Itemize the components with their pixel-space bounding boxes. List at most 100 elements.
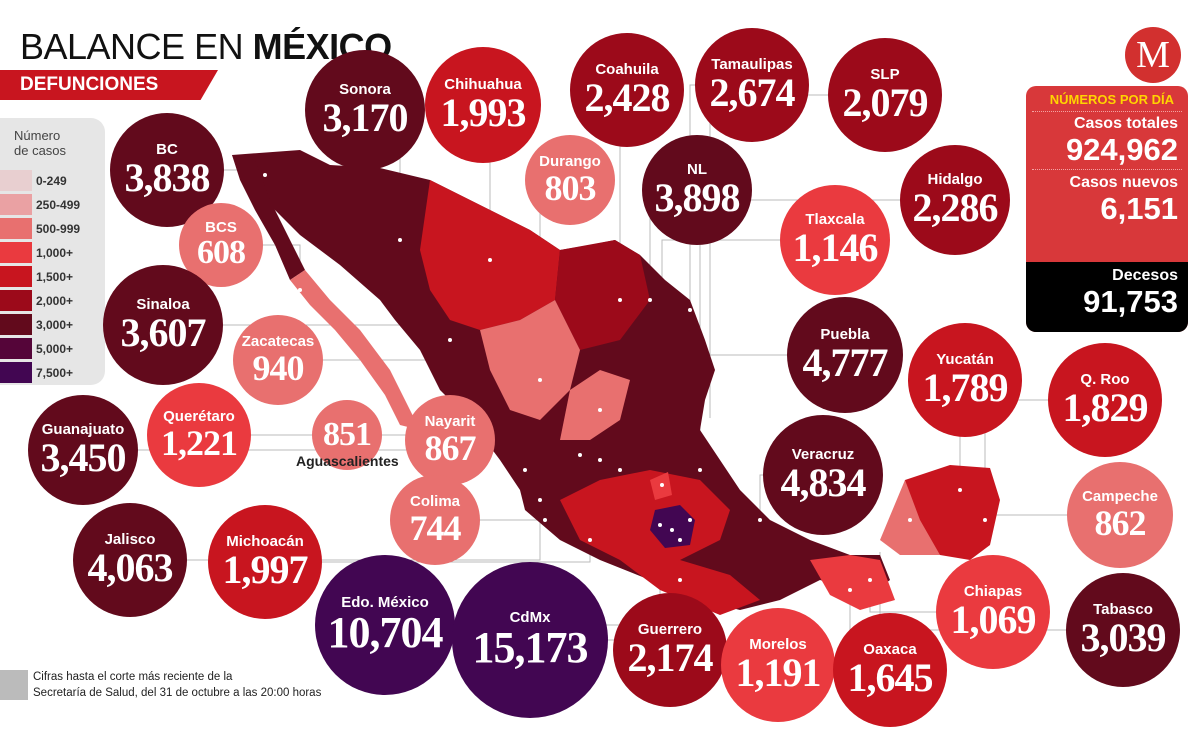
state-deaths: 1,789: [922, 365, 1009, 410]
state-deaths: 1,069: [950, 597, 1037, 642]
state-deaths: 3,838: [124, 155, 211, 200]
state-deaths: 1,829: [1062, 385, 1149, 430]
state-bubble: Guerrero 2,174: [613, 593, 727, 707]
state-bubble: Hidalgo 2,286: [900, 145, 1010, 255]
state-deaths: 851: [323, 416, 372, 453]
state-name: Zacatecas: [241, 333, 315, 350]
state-name: BC: [156, 141, 178, 158]
state-name: Hidalgo: [927, 171, 983, 188]
state-name: Sonora: [339, 81, 391, 98]
legend-item: 2,000+: [0, 290, 73, 311]
state-bubble: Jalisco 4,063: [73, 503, 187, 617]
state-name: CdMx: [509, 609, 551, 626]
state-name: Oaxaca: [863, 641, 917, 658]
map-durango: [480, 300, 580, 420]
state-name: Guerrero: [637, 621, 703, 638]
state-name: Yucatán: [936, 351, 994, 368]
legend: Número de casos 0-249 250-499 500-999 1,000+…: [0, 118, 105, 385]
map-chihuahua: [420, 180, 560, 330]
state-marker: [618, 298, 622, 302]
map-zacatecas: [560, 370, 630, 440]
map-guerrero: [620, 560, 760, 615]
state-deaths: 3,450: [40, 435, 127, 480]
state-deaths: 3,607: [120, 310, 207, 355]
legend-swatch: [0, 194, 32, 215]
state-name: Tamaulipas: [711, 56, 793, 73]
state-bubble: Tamaulipas 2,674: [695, 28, 809, 142]
legend-swatch: [0, 338, 32, 359]
state-marker: [688, 308, 692, 312]
daily-numbers-panel: NÚMEROS POR DÍA Casos totales 924,962 Ca…: [1026, 86, 1188, 332]
state-deaths: 4,777: [802, 340, 889, 385]
legend-swatch: [0, 218, 32, 239]
state-name: Veracruz: [791, 446, 855, 463]
state-bubble: Coahuila 2,428: [570, 33, 684, 147]
state-marker: [448, 338, 452, 342]
state-bubble: Sonora 3,170: [305, 50, 425, 170]
state-name: Nayarit: [424, 413, 476, 430]
state-name: Chihuahua: [444, 76, 522, 93]
state-deaths: 862: [1094, 503, 1147, 543]
state-bubble: Zacatecas 940: [233, 315, 323, 405]
state-name: Michoacán: [226, 533, 304, 550]
legend-label: 7,500+: [36, 365, 74, 380]
state-name: Chiapas: [963, 583, 1023, 600]
state-marker: [678, 578, 682, 582]
map-coahuila: [555, 240, 650, 350]
state-deaths: 3,170: [322, 95, 409, 140]
state-bubble: Querétaro 1,221: [147, 383, 251, 487]
state-marker: [648, 298, 652, 302]
state-marker: [598, 458, 602, 462]
legend-swatch: [0, 170, 32, 191]
state-marker: [758, 518, 762, 522]
state-marker: [670, 528, 674, 532]
state-deaths: 3,039: [1080, 615, 1167, 660]
state-deaths: 1,191: [735, 650, 822, 695]
footer-note: Cifras hasta el corte más reciente de la…: [33, 671, 322, 699]
state-marker: [983, 518, 987, 522]
aguascalientes-label: Aguascalientes: [296, 453, 399, 469]
total-cases-value: 924,962: [1065, 132, 1178, 167]
state-marker: [398, 238, 402, 242]
state-name: NL: [687, 161, 707, 178]
milenio-logo: M: [1125, 27, 1181, 83]
state-name: Campeche: [1082, 488, 1158, 505]
state-name: Querétaro: [163, 408, 235, 425]
state-bubble: Campeche 862: [1067, 462, 1173, 568]
legend-label: 5,000+: [36, 341, 74, 356]
state-marker: [848, 588, 852, 592]
subtitle-banner: DEFUNCIONES: [0, 70, 218, 100]
state-bubble: SLP 2,079: [828, 38, 942, 152]
deaths-label: Decesos: [1112, 267, 1178, 284]
state-deaths: 803: [544, 168, 597, 208]
state-marker: [538, 498, 542, 502]
state-bubble: Durango 803: [525, 135, 615, 225]
state-bubble: Nayarit 867: [405, 395, 495, 485]
legend-label: 1,500+: [36, 269, 74, 284]
legend-label: 0-249: [36, 173, 67, 188]
state-marker: [523, 468, 527, 472]
state-bubble: Sinaloa 3,607: [103, 265, 223, 385]
legend-swatch: [0, 266, 32, 287]
state-deaths: 2,174: [627, 635, 714, 680]
state-deaths: 1,993: [440, 90, 527, 135]
legend-item: 1,500+: [0, 266, 73, 287]
state-marker: [698, 468, 702, 472]
state-deaths: 940: [252, 348, 305, 388]
legend-swatch: [0, 242, 32, 263]
state-marker: [658, 523, 662, 527]
state-name: Q. Roo: [1080, 371, 1130, 388]
state-name: BCS: [205, 219, 237, 236]
legend-item: 5,000+: [0, 338, 73, 359]
new-cases-label: Casos nuevos: [1069, 174, 1178, 191]
legend-label: 250-499: [36, 197, 81, 212]
state-marker: [578, 453, 582, 457]
state-marker: [488, 258, 492, 262]
state-name: Puebla: [820, 326, 870, 343]
state-deaths: 10,704: [327, 608, 444, 657]
legend-item: 250-499: [0, 194, 80, 215]
map-baja: [232, 155, 305, 280]
state-bubble: NL 3,898: [642, 135, 752, 245]
state-marker: [543, 518, 547, 522]
